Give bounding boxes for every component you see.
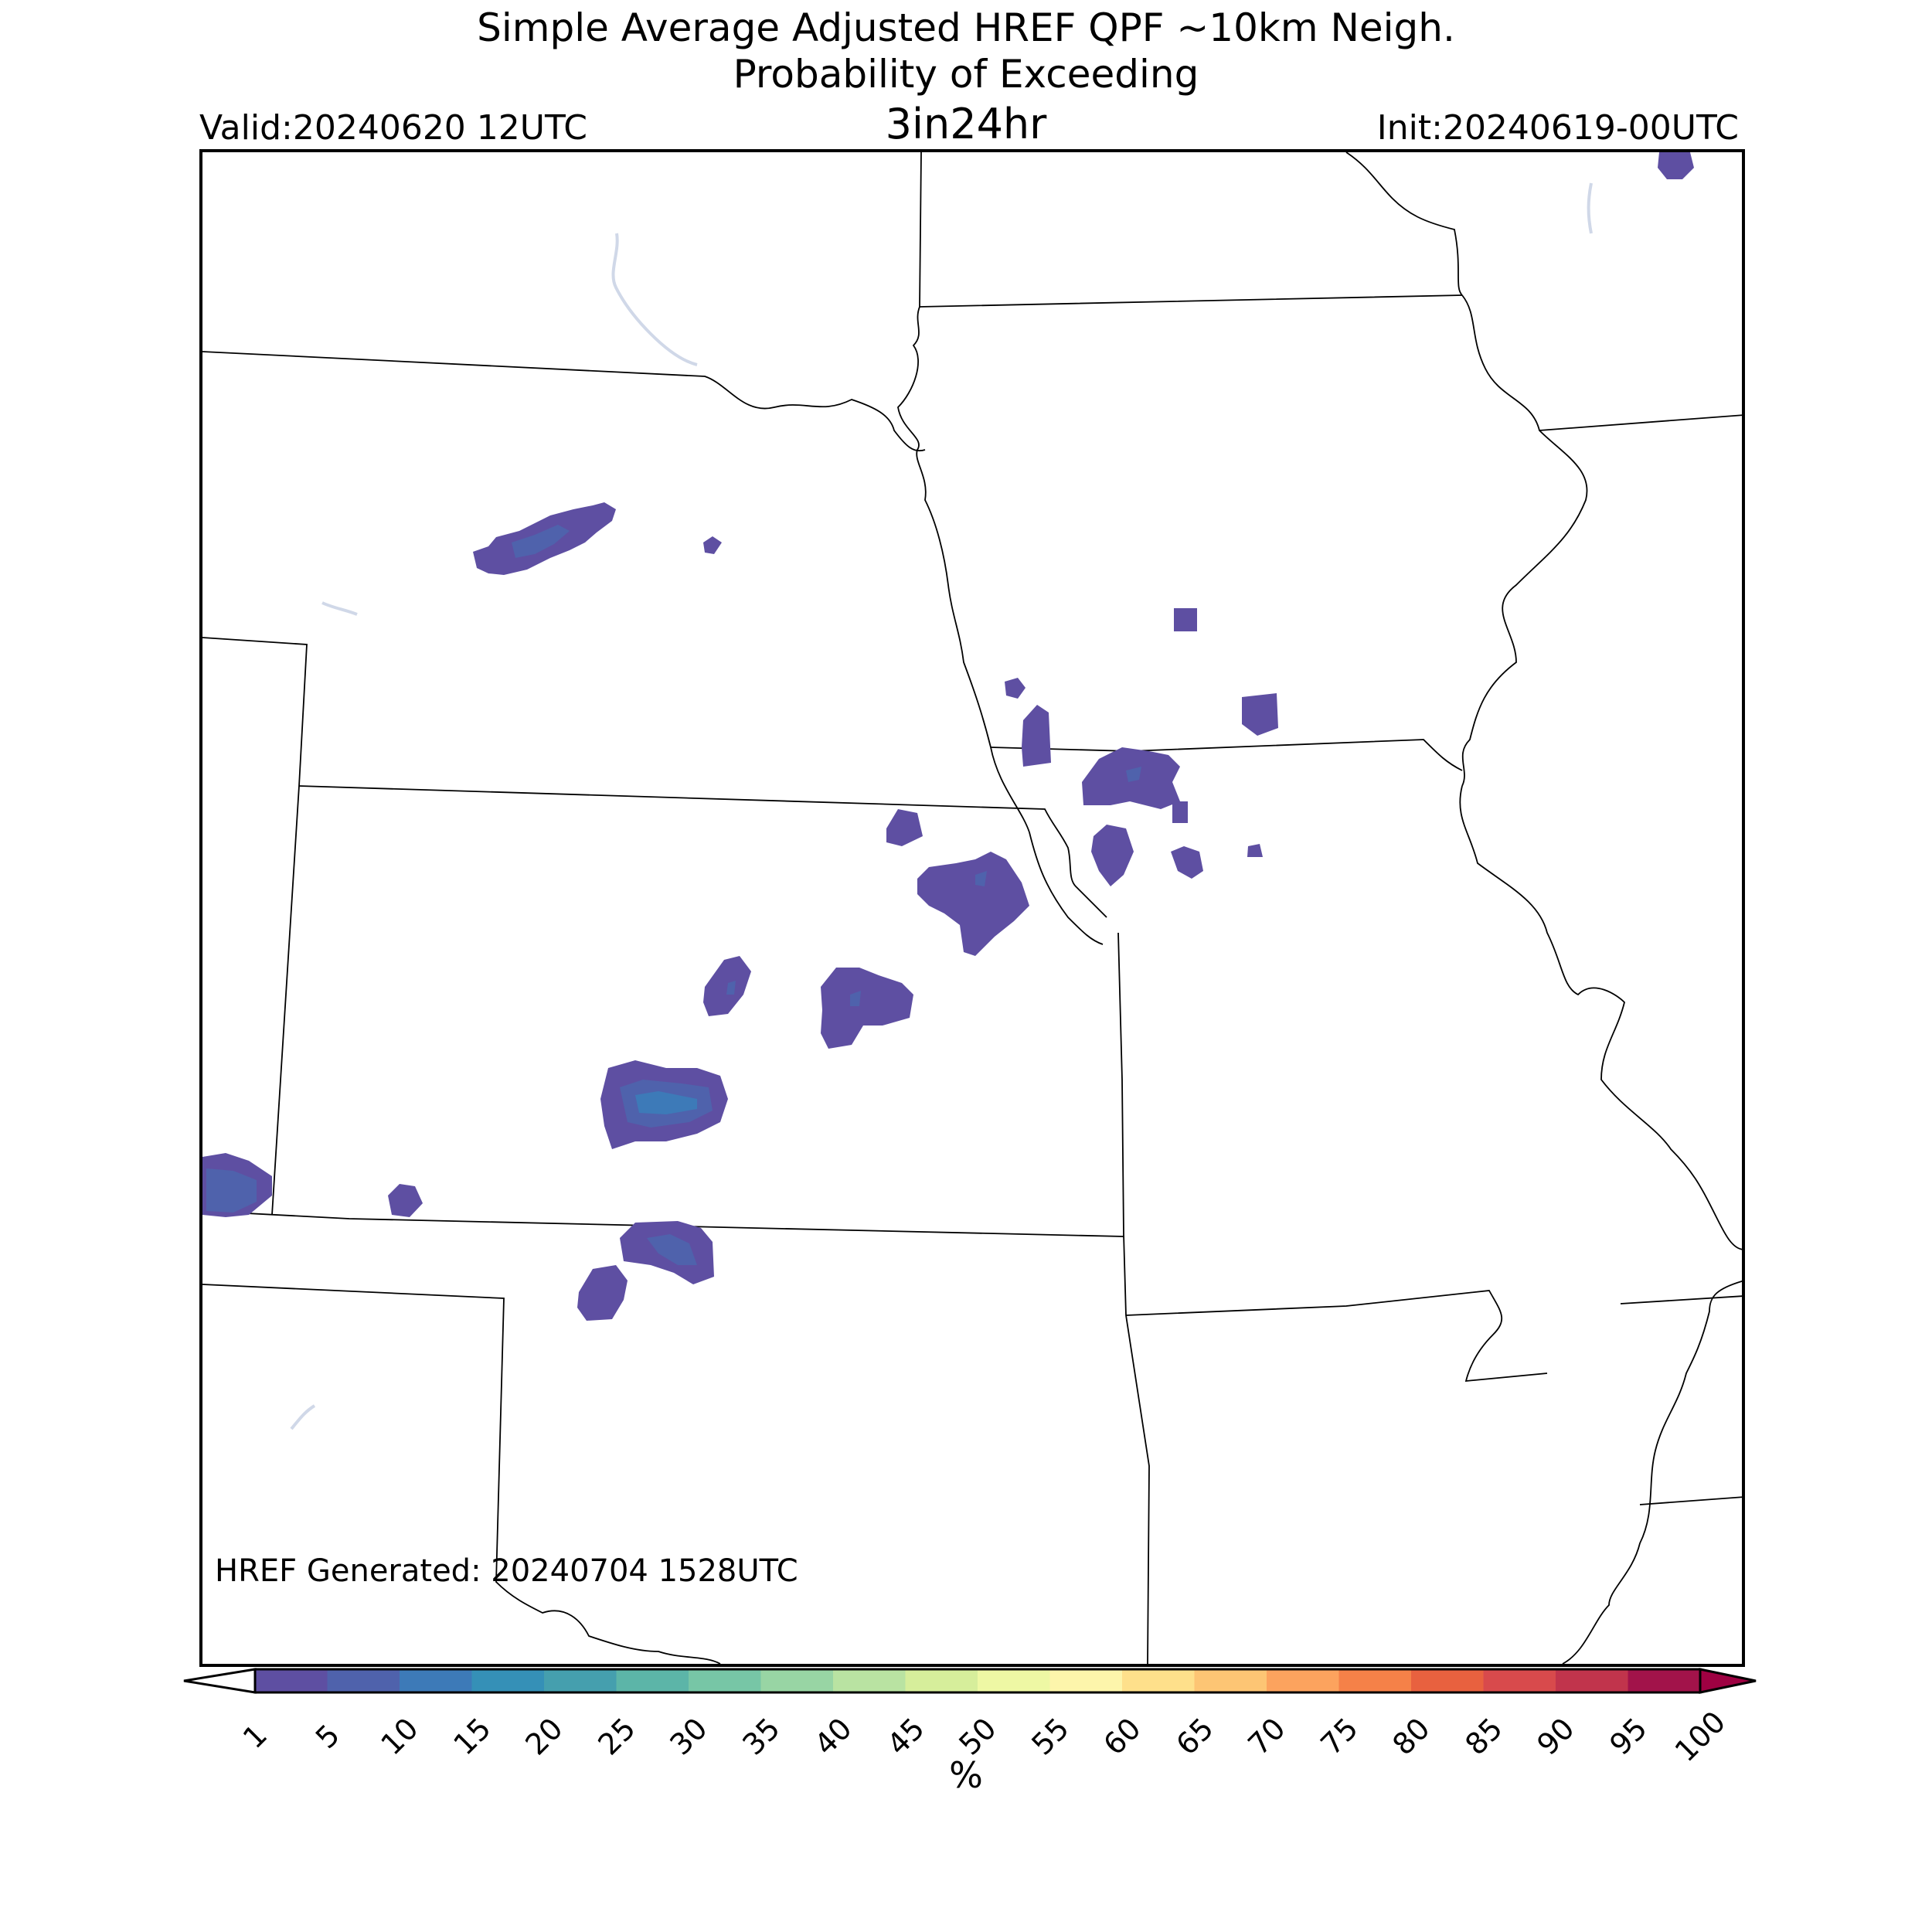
boundary-line	[1620, 1295, 1742, 1304]
colorbar-segment	[1411, 1669, 1484, 1692]
colorbar-segment	[1556, 1669, 1628, 1692]
colorbar-segment	[544, 1669, 617, 1692]
title-line3-threshold: 3in24hr	[885, 100, 1047, 148]
colorbar-segment	[905, 1669, 978, 1692]
map-canvas	[202, 152, 1742, 1664]
colorbar-tick-label: 1	[236, 1717, 274, 1756]
boundary-line	[202, 1210, 1124, 1237]
water-features	[290, 182, 1593, 1430]
init-time-label: Init:20240619-00UTC	[1376, 108, 1739, 148]
colorbar-segment	[1628, 1669, 1701, 1692]
map-panel	[199, 149, 1745, 1667]
precip-area-5pct	[1126, 767, 1141, 782]
precip-area-1pct	[1247, 844, 1263, 857]
precip-area-5pct	[850, 991, 861, 1006]
generated-timestamp: HREF Generated: 20240704 1528UTC	[215, 1553, 798, 1589]
boundary-line	[1117, 932, 1150, 1664]
probability-areas	[202, 152, 1694, 1321]
boundary-line	[1125, 1290, 1548, 1383]
valid-time-label: Valid:20240620 12UTC	[199, 108, 588, 148]
colorbar-segment	[616, 1669, 689, 1692]
river-line	[611, 233, 698, 366]
colorbar-segment	[1338, 1669, 1412, 1692]
precip-area-5pct	[206, 1168, 257, 1213]
title-line2: Probability of Exceeding	[733, 52, 1199, 97]
precip-area-1pct	[821, 968, 913, 1049]
precip-area-1pct	[388, 1184, 423, 1217]
boundary-line	[298, 785, 1107, 918]
boundary-line	[1029, 832, 1104, 945]
lake-shape	[290, 1404, 316, 1430]
colorbar-under-extend	[183, 1668, 257, 1694]
colorbar-outline	[253, 1668, 1702, 1694]
colorbar-segment	[833, 1669, 906, 1692]
precip-area-1pct	[1005, 678, 1026, 699]
colorbar-segment	[760, 1669, 834, 1692]
precip-area-1pct	[1091, 825, 1134, 886]
colorbar	[183, 1668, 1757, 1694]
colorbar-segment	[1194, 1669, 1267, 1692]
precip-area-1pct	[1174, 608, 1197, 631]
colorbar-segment	[327, 1669, 400, 1692]
precip-area-1pct	[577, 1265, 628, 1321]
colorbar-segment	[689, 1669, 761, 1692]
precip-area-1pct	[1022, 705, 1051, 767]
colorbar-segment	[1483, 1669, 1556, 1692]
colorbar-segment	[255, 1669, 328, 1692]
precip-area-5pct	[512, 525, 570, 558]
precip-area-10pct	[635, 1091, 697, 1114]
title-line1: Simple Average Adjusted HREF QPF ~10km N…	[477, 5, 1455, 50]
colorbar-segment	[1267, 1669, 1339, 1692]
precip-area-1pct	[1242, 693, 1278, 736]
colorbar-units-label: %	[949, 1754, 983, 1796]
precip-area-1pct	[886, 809, 923, 846]
colorbar-segment	[978, 1669, 1050, 1692]
lake-shape	[1587, 182, 1593, 234]
boundary-line	[1461, 294, 1588, 787]
colorbar-tick-label: 5	[308, 1717, 346, 1756]
boundary-line	[1459, 785, 1742, 1250]
precip-area-1pct	[1172, 801, 1188, 823]
boundary-line	[1539, 414, 1742, 431]
boundary-line	[1562, 1280, 1742, 1664]
precip-area-5pct	[975, 871, 987, 886]
precip-area-5pct	[726, 981, 736, 995]
colorbar-segment	[1122, 1669, 1195, 1692]
boundary-line	[202, 1284, 721, 1664]
colorbar-segment	[400, 1669, 472, 1692]
precip-area-1pct	[1658, 152, 1694, 179]
state-boundaries	[202, 152, 1742, 1664]
boundary-line	[1639, 1496, 1742, 1505]
boundary-line	[1345, 152, 1463, 296]
precip-area-5pct	[647, 1234, 697, 1265]
boundary-line	[202, 637, 308, 1216]
precip-area-1pct	[703, 956, 751, 1016]
colorbar-over-extend	[1699, 1668, 1757, 1694]
boundary-line	[919, 152, 1463, 308]
precip-area-1pct	[1171, 846, 1203, 879]
colorbar-segment	[1049, 1669, 1123, 1692]
boundary-line	[202, 351, 926, 452]
lake-shape	[321, 601, 358, 616]
colorbar-segment	[471, 1669, 545, 1692]
precip-area-1pct	[917, 852, 1029, 956]
boundary-line	[990, 739, 1463, 771]
precip-area-1pct	[703, 536, 722, 554]
boundary-line	[897, 306, 1030, 833]
